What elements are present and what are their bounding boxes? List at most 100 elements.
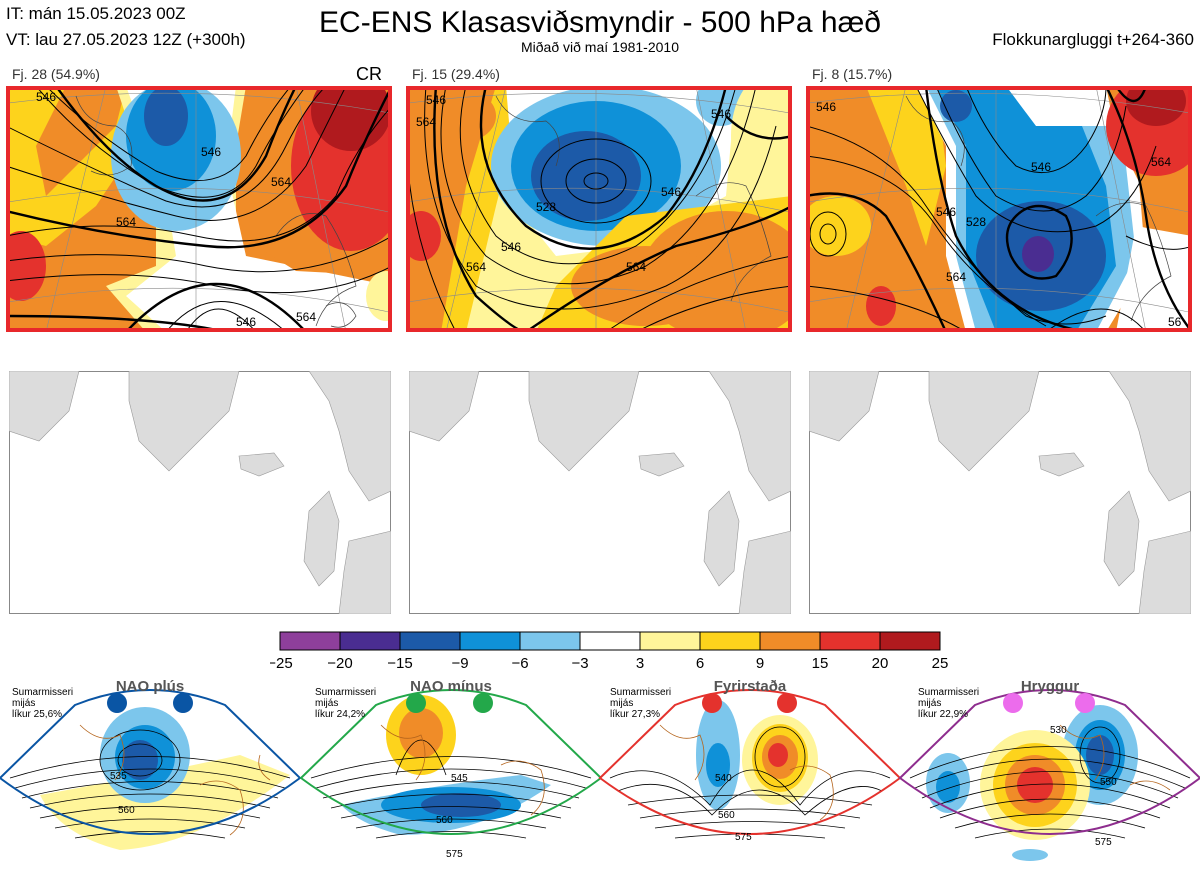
contour-label: 564: [271, 175, 291, 189]
colorbar-tick-label: −20: [327, 655, 352, 672]
coastline: [495, 95, 772, 302]
greenland: [528, 371, 640, 472]
colorbar-tick-label: 3: [636, 655, 644, 672]
regime-anomaly: [122, 740, 158, 780]
cluster-label-1: Fj. 28 (54.9%): [12, 66, 100, 82]
colorbar-cell: [519, 631, 581, 651]
contour-label: 564: [1151, 155, 1171, 169]
colorbar-tick-label: −25: [270, 655, 293, 672]
colorbar-cell: [459, 631, 521, 651]
regime-coast: [1059, 724, 1171, 791]
regime-title: Hryggur: [1021, 678, 1080, 695]
colorbar-cell: [759, 631, 821, 651]
colorbar-tick-label: −9: [451, 655, 468, 672]
colorbar-cell: [699, 631, 761, 651]
regime-prob: líkur 22,9%: [918, 709, 968, 720]
anomaly-fill: [410, 90, 495, 328]
regime-avg: mijás: [918, 698, 941, 709]
anomaly-fill: [10, 231, 46, 301]
contour-label: 564: [296, 310, 316, 324]
regime-contour-label: 575: [735, 832, 752, 843]
regime-dot: [406, 693, 426, 713]
regime-avg: mijás: [610, 698, 633, 709]
british-isles: [303, 490, 340, 587]
canada-arctic: [409, 371, 480, 442]
europe: [338, 530, 391, 614]
anomaly-fill: [1116, 226, 1188, 328]
regime-coast: [380, 724, 545, 816]
regime-season: Sumarmisseri: [610, 687, 671, 698]
regime-fyrirstada: Fyrirstaða Sumarmisseri mijás líkur 27,3…: [598, 678, 902, 843]
colorbar: −25 −20 −15 −9 −6 −3 3 6 9 15 20 25: [270, 631, 948, 672]
regime-season: Sumarmisseri: [918, 687, 979, 698]
regime-contours: [310, 739, 592, 839]
page-title: EC-ENS Klasasviðsmyndir - 500 hPa hæð: [319, 6, 881, 39]
height-contours-bold: [433, 90, 788, 328]
colorbar-cell: [399, 631, 461, 651]
regime-contours: [909, 726, 1191, 839]
init-time: IT: mán 15.05.2023 00Z: [6, 4, 186, 23]
regime-anomaly: [40, 755, 290, 850]
contour-label: 546: [711, 107, 731, 121]
regime-avg: mijás: [12, 698, 35, 709]
canada-arctic: [809, 371, 880, 442]
contour-label: 564: [116, 215, 136, 229]
colorbar-cell: [579, 631, 641, 651]
scandinavia: [308, 371, 391, 502]
coastline: [75, 95, 357, 328]
regime-contour-label: 560: [118, 805, 135, 816]
colorbar-tick-label: 9: [756, 655, 764, 672]
regime-contour-label: 540: [715, 773, 732, 784]
regime-panels: NAO plús Sumarmisseri mijás líkur 25,6% …: [0, 678, 1200, 861]
regime-contour-label: 560: [718, 810, 735, 821]
regime-title: NAO plús: [116, 678, 184, 695]
height-contours-bold: [810, 90, 1188, 328]
british-isles: [703, 490, 740, 587]
regime-dot: [173, 693, 193, 713]
regime-dot: [1003, 693, 1023, 713]
regime-title: NAO mínus: [410, 678, 492, 695]
colorbar-cell: [279, 631, 341, 651]
regime-anomaly: [1086, 735, 1114, 775]
regime-contour-label: 530: [1050, 725, 1067, 736]
regime-dot: [473, 693, 493, 713]
regime-avg: mijás: [315, 698, 338, 709]
colorbar-tick-label: −15: [387, 655, 412, 672]
regime-anomaly: [936, 771, 960, 803]
europe: [1138, 530, 1191, 614]
cluster-label-3: Fj. 8 (15.7%): [812, 66, 893, 82]
cluster-frame: [806, 86, 1192, 332]
contour-label: 528: [536, 200, 556, 214]
regime-contours: [9, 729, 291, 839]
regime-season: Sumarmisseri: [315, 687, 376, 698]
regime-contour-label: 550: [1100, 777, 1117, 788]
regime-dot: [702, 693, 722, 713]
scandinavia: [1108, 371, 1191, 502]
regime-anomaly: [706, 743, 730, 787]
height-contours: [410, 90, 788, 328]
contour-label: 546: [816, 100, 836, 114]
regime-frame: [598, 689, 902, 835]
colorbar-tick-label: 20: [872, 655, 889, 672]
anomaly-fill: [571, 246, 721, 326]
iceland: [638, 452, 685, 477]
regime-anomaly: [768, 743, 788, 767]
colorbar-cell: [339, 631, 401, 651]
regime-hryggur: Hryggur Sumarmisseri mijás líkur 22,9% 5…: [898, 678, 1200, 861]
regime-frame: [898, 689, 1200, 835]
contour-label: 546: [426, 93, 446, 107]
coastline: [905, 95, 1172, 322]
regime-frame: [0, 689, 302, 835]
anomaly-fill: [1022, 236, 1054, 272]
contour-label: 546: [936, 205, 956, 219]
contour-label: 546: [1031, 160, 1051, 174]
regime-prob: líkur 24,2%: [315, 709, 365, 720]
contour-label: 546: [201, 145, 221, 159]
colorbar-tick-label: −3: [571, 655, 588, 672]
colorbar-tick-label: 6: [696, 655, 704, 672]
anomaly-fill: [144, 90, 188, 146]
regime-season: Sumarmisseri: [12, 687, 73, 698]
blank-map-2: [409, 371, 791, 614]
anomaly-fill: [810, 196, 871, 256]
regime-coast: [79, 724, 271, 836]
